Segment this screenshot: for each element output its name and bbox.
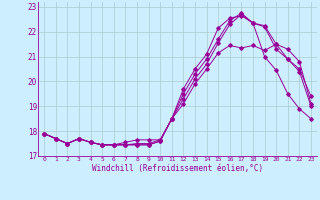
X-axis label: Windchill (Refroidissement éolien,°C): Windchill (Refroidissement éolien,°C) bbox=[92, 164, 263, 173]
